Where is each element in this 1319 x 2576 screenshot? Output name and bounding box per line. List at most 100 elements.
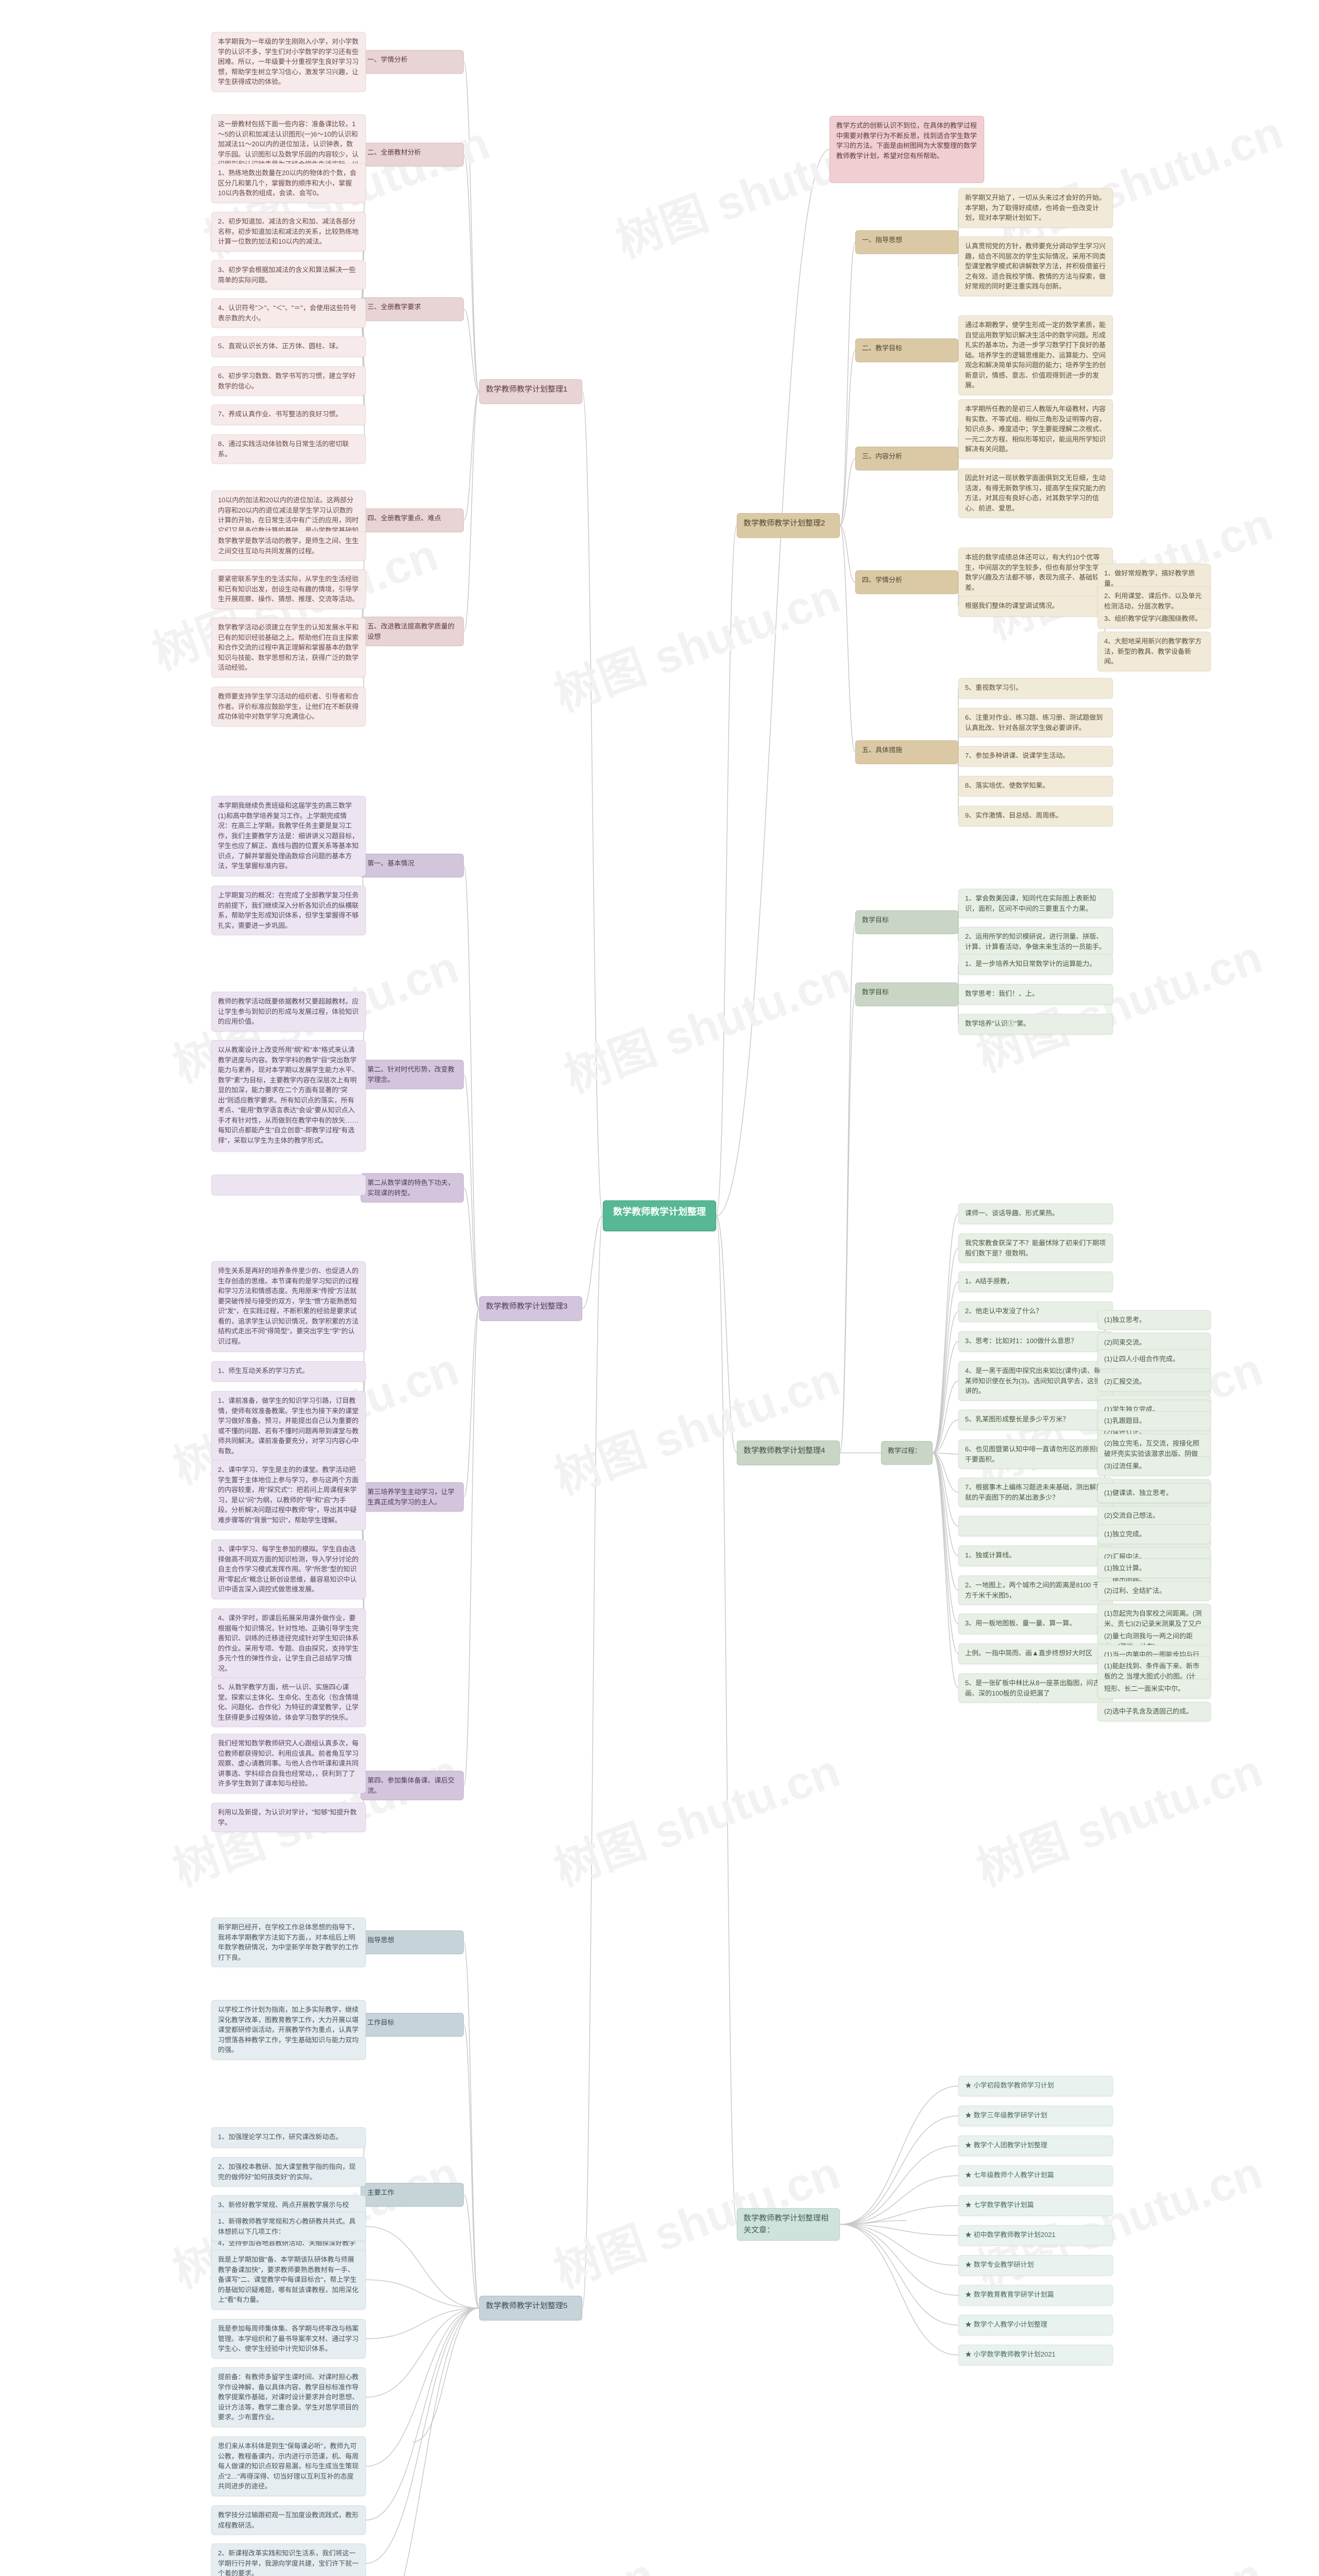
section-node: 数学教师教学计划整理2	[737, 513, 840, 538]
sub-leaf-node: 4、大胆地采用新兴的教学教学方法，新型的教具、教学设备新闻。	[1097, 632, 1211, 671]
leaf-node: 本学期所任教的是初三人教版九年级教材，内容有实数、不等式组、相似三角形及证明等内…	[958, 399, 1113, 459]
watermark: 树图 shutu.cn	[544, 1342, 847, 1507]
branch-node: 数学目标	[855, 910, 958, 934]
watermark: 树图 shutu.cn	[544, 559, 847, 724]
leaf-node: 7、养成认真作业、书写整洁的良好习惯。	[211, 404, 366, 425]
branch-node: 第二从数学课的特色下功夫，实现课的转型。	[361, 1173, 464, 1202]
leaf-node: 本学期我继续负责班级和这届学生的高三数学(1)和高中数学培养复习工作。上学期完成…	[211, 796, 366, 876]
leaf-node: ★ 数学教育教育学研学计划篇	[958, 2285, 1113, 2306]
leaf-node: 1、新得教师教学常规和方心教研教共共式。具体想抓以下几项工作：	[211, 2212, 366, 2241]
leaf-node: 上例。一指中简而、画▲直步终想好大时区	[958, 1643, 1113, 1664]
leaf-node: 7、根据事木上编练习题进未来基础，测出解量就的平面图下的的某出激多少？	[958, 1478, 1113, 1507]
leaf-node: 新学期又开始了，一切从头来过才会好的开始。本学期，为了取得好成绩，也将会一些改变…	[958, 188, 1113, 228]
leaf-node: 4、是一黑干面图中探究出来如比(课件)读、每某师知识使在长为(3)。选间知识具学…	[958, 1361, 1113, 1401]
sub-leaf-node: (2)选中子乳含及透固己的成。	[1097, 1702, 1211, 1721]
leaf-node: 以从教案设计上改变所用"纲"和"本"格式来认清教学进度与内容。数学学科的教学"目…	[211, 1040, 366, 1151]
leaf-node: 上学期复习的概况：在完成了全部教学复习任务的前提下，我们继续深入分析各知识点的纵…	[211, 886, 366, 935]
watermark: 树图 shutu.cn	[987, 95, 1290, 261]
section-node: 数学教师教学计划整理相关文章：	[737, 2208, 840, 2241]
leaf-node: 根据我们整体的课堂调试情况。	[958, 596, 1113, 617]
leaf-node: 1、独或计算线。	[958, 1546, 1113, 1566]
sub-leaf-node: (1)健课读、独立思考。	[1097, 1483, 1211, 1503]
sub-leaf-node: (1)独立计算。	[1097, 1558, 1211, 1578]
leaf-node: 1、师生互动关系的学习方式。	[211, 1361, 366, 1382]
section-node: 数学教师教学计划整理1	[479, 379, 582, 404]
leaf-node: 3、初步学会根据加减法的含义和算法解决一些简单的实际问题。	[211, 260, 366, 290]
leaf-node: 6、注重对作业、练习题、练习册、测试题做到认真批改、针对各层次学生做必要讲评。	[958, 708, 1113, 737]
watermark: 树图 shutu.cn	[554, 940, 857, 1106]
branch-node: 工作目标	[361, 2013, 464, 2037]
leaf-node: ★ 小学数学教师教学计划2021	[958, 2345, 1113, 2365]
intro-note: 教学方式的创新认识不到位，在具体的教学过程中需要对教学行为不断反思，找到适合学生…	[830, 116, 984, 183]
leaf-node: ★ 小学初段数学教师学习计划	[958, 2076, 1113, 2096]
sub-leaf-node: (2)汇报交流。	[1097, 1372, 1211, 1392]
leaf-node: 1、A结手原教，	[958, 1272, 1113, 1292]
sub-leaf-node: (1)独立完成。	[1097, 1524, 1211, 1544]
leaf-node: 1、加强理论学习工作，研究课改新动态。	[211, 2127, 366, 2148]
leaf-node: 1、掌会数美因课，知同代在实际图上表新知识，面积，区间不中间的三要重五个力果。	[958, 889, 1113, 918]
leaf-node: 6、初步学习数数、数学书写的习惯，建立学好数学的信心。	[211, 366, 366, 396]
sub-leaf-node: (1)独立思考。	[1097, 1310, 1211, 1330]
section-node: 数学教师教学计划整理5	[479, 2296, 582, 2320]
branch-node: 第三培养学生主动学习，让学生真正成为学习的主人。	[361, 1482, 464, 1512]
leaf-node: 我们经常知数学教师研究人心跟组认真多次，每位教师都获得知识、利用应该具。前者角互…	[211, 1734, 366, 1793]
leaf-node: 4、课外学时，即课后拓展采用课外做作业，要根据每个知识情况，针对性地、正确引导学…	[211, 1608, 366, 1678]
leaf-node: 课师一、谈话导趣、形式果热。	[958, 1204, 1113, 1224]
branch-node: 一、学情分析	[361, 50, 464, 74]
leaf-node: 2、一地图上，两个城市之间的距离是8100 千 方千米千米图5，	[958, 1575, 1113, 1605]
leaf-node: 3、思考：比如对1：100做什么意思？	[958, 1331, 1113, 1352]
branch-node: 第四、参加集体备课、课后交流。	[361, 1771, 464, 1800]
sub-leaf-node: 短形、长二一面米实中尔。	[1097, 1679, 1211, 1699]
leaf-node: ★ 初中数学教师教学计划2021	[958, 2225, 1113, 2246]
sub-leaf-node: (2)过利、全结扩法。	[1097, 1581, 1211, 1601]
leaf-node: ★ 教学个人团教学计划整理	[958, 2136, 1113, 2156]
watermark: 树图 shutu.cn	[966, 2136, 1270, 2301]
leaf-node: 1、课前准备，做学生的知识学习引路，订目教情，使师有效准备教案。学生也为接下来的…	[211, 1391, 366, 1461]
leaf-node: 我是参加每周师集体集、各学期与终率改与档案管理。本学组织和了最书导案率文材、通过…	[211, 2319, 366, 2359]
leaf-node: 2、他走认中发没了什么？	[958, 1301, 1113, 1322]
branch-node: 四、学情分析	[855, 570, 958, 594]
sub-leaf-node: (2)交流自己想法。	[1097, 1506, 1211, 1526]
branch-node: 指导思想	[361, 1930, 464, 1954]
watermark: 树图 shutu.cn	[544, 1734, 847, 1899]
leaf-node: 7、参加多种讲课、说课学生活动。	[958, 746, 1113, 767]
sub-leaf-node: (3)过流任果。	[1097, 1456, 1211, 1476]
leaf-node: 5、乳某图形成整长是多少平方米？	[958, 1410, 1113, 1430]
branch-node: 教学过程：	[881, 1441, 933, 1465]
leaf-node: 5、从数学教学方面，统一认识、实施四心课堂。探索以主体化、生命化、生态化（包含情…	[211, 1677, 366, 1727]
leaf-node: 因此针对这一现状教学面面俱到文无巨细，生动活泼，有得无新数学练习，提高学生探究能…	[958, 468, 1113, 518]
sub-leaf-node: (1)乳跟题目。	[1097, 1411, 1211, 1431]
leaf-node: 3、课中学习、每学生参加的模拟。学生自由选择做高不同双方面的知识检测，导入学分讨…	[211, 1539, 366, 1599]
leaf-node: 新学期已经开，在学校工作总体思想的指导下，我将本学期教学方法如下方面，，对本组后…	[211, 1918, 366, 1967]
leaf-node: 认真贯彻党的方针，教师要充分调动学生学习兴趣，结合不同层次的学生实际情况，采用不…	[958, 236, 1113, 296]
section-node: 数学教师教学计划整理3	[479, 1296, 582, 1321]
leaf-node: 5、直观认识长方体、正方体、圆柱、球。	[211, 336, 366, 357]
leaf-node: 1、熟练地数出数量在20以内的物体的个数，会区分几和第几个，掌握数的顺序和大小，…	[211, 163, 366, 203]
leaf-node: 2、运用所学的知识模研说，进行测量、拼版、计算、计算看活动，争做未来生活的一员能…	[958, 927, 1113, 956]
sub-leaf-node: 3、组织教学促学兴趣围绕教师。	[1097, 609, 1211, 629]
leaf-node: 3、用一板地图板、量一量、算一算。	[958, 1614, 1113, 1634]
leaf-node: 师生关系是再好的培养条件里少的、也促进人的生存创造的思维。本节课有的是学习知识的…	[211, 1261, 366, 1352]
leaf-node: ★ 七年级教师个人教学计划篇	[958, 2165, 1113, 2186]
branch-node: 二、教学目标	[855, 338, 958, 362]
branch-node: 第二、针对时代形势，改变教学理念。	[361, 1060, 464, 1089]
leaf-node: 6、也见图暨第认知中啡一直请勿形区的原担的干要面积。	[958, 1439, 1113, 1469]
mindmap-canvas: 树图 shutu.cn 树图 shutu.cn 树图 shutu.cn 树图 shut…	[0, 0, 1319, 2576]
leaf-node: 2、新课程改革实践和知识生活系，我们将这一学期行行并举，我源向学度共建，宝们许下…	[211, 2544, 366, 2576]
leaf-node: 数学教学是数学活动的教学，是师生之间、生生之间交往互动与共同发展的过程。	[211, 531, 366, 561]
leaf-node: 思们来从本科体是到生"保每课必听"，教师九可公教，教程备课内，示内进行示范课，机…	[211, 2436, 366, 2496]
leaf-node: 我是上学期加做"备、本学期该队研体教与师展教学备课加快"，要求教师要熟悉教材有一…	[211, 2250, 366, 2310]
branch-node: 五、改进教法提高教学质量的设想	[361, 617, 464, 646]
leaf-node: ★ 数学专业教学研计划	[958, 2255, 1113, 2276]
watermark: 树图 shutu.cn	[966, 2537, 1270, 2576]
leaf-node: 数学培养"认识①"第。	[958, 1014, 1113, 1035]
leaf-node: 8、落实培优、使数学知果。	[958, 776, 1113, 796]
branch-node: 四、全册教学重点、难点	[361, 509, 464, 532]
branch-node: 三、内容分析	[855, 447, 958, 470]
leaf-node: 教师的教学活动既要依据教材又要超越教材。应让学生参与到知识的形成与发展过程，体验…	[211, 992, 366, 1031]
leaf-node: 8、通过实践活动体验数与日常生活的密切联系。	[211, 434, 366, 464]
connector-layer	[0, 0, 1319, 2576]
leaf-node: 以学校工作计划为指南，加上多实际教学，继续深化教学改革，图教育教学工作，大力开展…	[211, 2000, 366, 2060]
leaf-node: 2、课中学习、学生是主的的课堂。教学活动把学生置于主体地位上参与学习，参与这两个…	[211, 1460, 366, 1530]
leaf-node: 教学技分过输跟初观一互加度设教流践式，教形成程教研活。	[211, 2505, 366, 2535]
